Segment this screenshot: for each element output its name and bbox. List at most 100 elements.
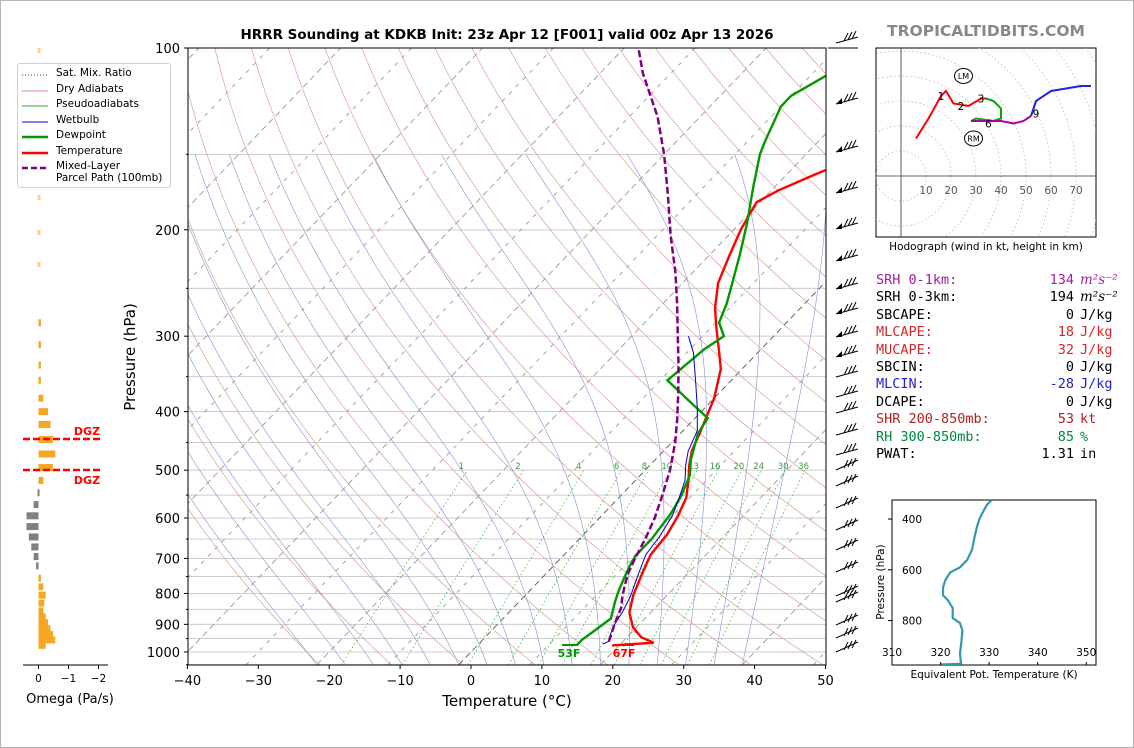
hodograph-ring-label: 50 (1019, 185, 1032, 197)
barb-tick (843, 444, 849, 454)
barb-tick (851, 495, 857, 505)
legend-swatch (22, 135, 48, 139)
mixing-ratio-line (538, 470, 650, 665)
barb-tick (843, 585, 849, 595)
dry-adiabat-line (188, 323, 464, 665)
barb-tick (843, 32, 849, 42)
barb-tick (843, 614, 849, 624)
dry-adiabat-line (361, 48, 826, 577)
barb-tick (847, 345, 853, 355)
surface-temp-label: 67F (613, 647, 636, 660)
mixing-ratio-line (639, 470, 743, 665)
isotherm-line (188, 48, 483, 356)
barb-flag (836, 351, 842, 357)
barb-tick (847, 217, 853, 227)
stat-row: MLCAPE: 18 J/kg (876, 324, 1113, 340)
theta-e-x-tick-label: 350 (1076, 647, 1096, 659)
omega-bar (38, 450, 56, 458)
omega-bar-faint (37, 230, 41, 235)
barb-tick (843, 539, 849, 549)
mixing-ratio-line (660, 470, 762, 665)
stat-row: SHR 200-850mb: 53 kt (876, 411, 1096, 427)
legend-item: Wetbulb (18, 114, 170, 130)
stat-label: SBCAPE: (876, 306, 933, 323)
hodograph-height-label: 9 (1033, 109, 1040, 121)
stat-row: DCAPE: 0 J/kg (876, 394, 1113, 410)
barb-tick (851, 276, 857, 286)
theta-e-xlabel: Equivalent Pot. Temperature (K) (910, 669, 1077, 681)
omega-bar (38, 641, 46, 649)
wind-barb (835, 301, 859, 315)
stat-label: SHR 200-850mb: (876, 411, 990, 428)
stat-unit: m²s⁻² (1080, 289, 1118, 306)
pressure-tick-label: 500 (155, 464, 180, 479)
dry-adiabat-line (251, 48, 752, 665)
wind-barb (835, 91, 859, 105)
legend-label: Dry Adiabats (56, 82, 124, 95)
pressure-tick-label: 600 (155, 512, 180, 527)
barb-tick (851, 589, 857, 599)
barb-tick (847, 385, 853, 395)
omega-bar (38, 420, 51, 428)
stat-unit: J/kg (1080, 393, 1113, 410)
skewt-frame (187, 47, 827, 666)
wind-barb (835, 559, 859, 573)
omega-bar-faint (37, 195, 41, 200)
barb-shaft (835, 428, 859, 436)
hodograph-panel: 10 20 30 40 50 60 70 1 2 3 6 9 LM RM (875, 47, 1097, 238)
stat-label: MUCAPE: (876, 341, 933, 358)
barb-tick (851, 384, 857, 394)
dgz-label: DGZ (74, 474, 100, 487)
barb-tick (843, 641, 849, 651)
temp-tick-label: −20 (315, 674, 342, 689)
isotherm-line (245, 58, 826, 665)
omega-bar (38, 613, 46, 621)
barb-flag (836, 223, 842, 229)
dry-adiabat-line (214, 48, 680, 665)
stat-label: MLCAPE: (876, 324, 933, 341)
legend-item: Dewpoint (18, 129, 170, 145)
stat-value: 0 (1065, 393, 1074, 410)
omega-bar (38, 625, 51, 633)
barb-tick (851, 612, 857, 622)
omega-bar (38, 319, 41, 327)
isotherm-line (188, 48, 341, 208)
theta-e-y-tick-label: 800 (902, 616, 922, 628)
moist-adiabat-line (742, 199, 826, 665)
barb-tick (851, 537, 857, 547)
barb-tick (851, 301, 857, 311)
moist-adiabat-line (188, 404, 374, 665)
stat-value: 1.31 (1041, 446, 1074, 462)
barb-flag (836, 331, 842, 337)
barb-tick (847, 474, 853, 484)
omega-tick-label: −1 (61, 673, 76, 685)
stat-row: SRH 0-1km: 134 m²s⁻² (876, 272, 1118, 288)
isotherm-line (458, 280, 826, 665)
wind-barb (835, 276, 859, 290)
legend-label: Wetbulb (56, 113, 100, 126)
hodograph-height-label: 1 (938, 91, 945, 103)
dry-adiabat-line (434, 48, 826, 489)
omega-bar (33, 553, 39, 561)
moist-adiabat-line (441, 154, 630, 665)
wind-barb (835, 422, 859, 436)
legend-label: Dewpoint (56, 129, 106, 141)
moist-adiabat-line (713, 154, 761, 665)
mixing-ratio-label: 24 (753, 462, 764, 472)
legend-label: Mixed-Layer Parcel Path (100mb) (56, 160, 163, 184)
dry-adiabat-line (471, 48, 826, 445)
stat-unit: % (1080, 428, 1089, 445)
mixing-ratio-label: 1 (459, 462, 464, 472)
moist-adiabat-line (372, 154, 601, 665)
omega-bar (37, 489, 40, 497)
hodograph-frame (875, 47, 1097, 238)
barb-tick (843, 303, 849, 313)
barb-tick (851, 473, 857, 483)
omega-bar (38, 636, 56, 644)
skewt-profiles: 53F 67F (558, 48, 826, 660)
barb-tick (847, 31, 853, 41)
stat-value: 85 (1057, 428, 1074, 445)
surface-dewpoint-label: 53F (558, 647, 581, 660)
wind-barb (835, 384, 859, 398)
